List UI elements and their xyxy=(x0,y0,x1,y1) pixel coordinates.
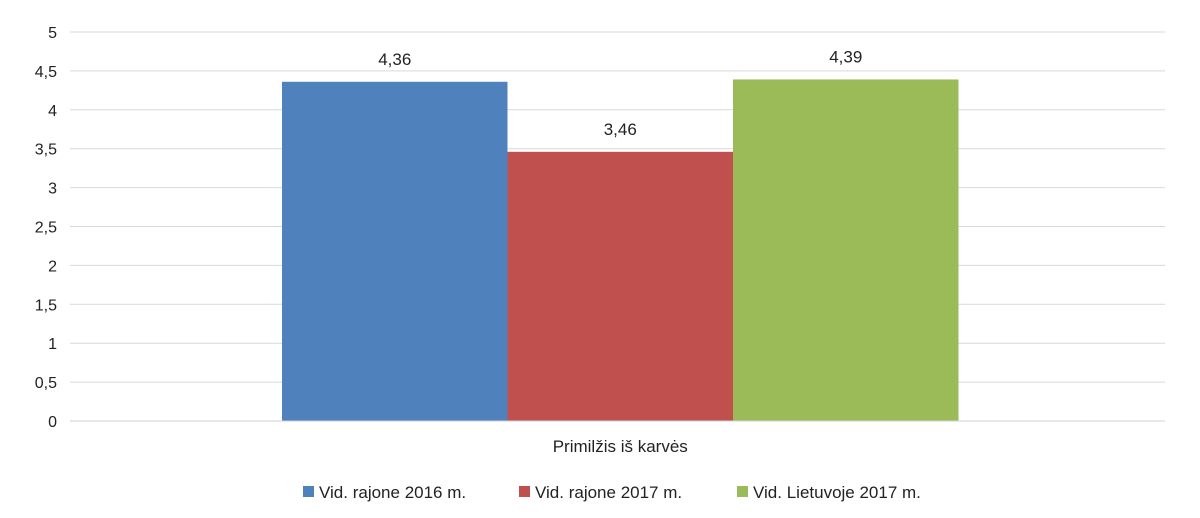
y-tick-label: 2 xyxy=(48,258,57,275)
legend-swatch-3 xyxy=(737,486,748,497)
legend-label-3: Vid. Lietuvoje 2017 m. xyxy=(753,483,921,502)
data-label-3: 4,39 xyxy=(829,47,862,66)
legend-label-1: Vid. rajone 2016 m. xyxy=(319,483,466,502)
legend-swatch-1 xyxy=(303,486,314,497)
data-label-1: 4,36 xyxy=(378,50,411,69)
y-tick-label: 4 xyxy=(48,103,57,120)
y-tick-label: 3 xyxy=(48,181,57,198)
bar-2 xyxy=(507,151,733,421)
y-tick-label: 3,5 xyxy=(35,142,57,159)
legend-swatch-2 xyxy=(519,486,530,497)
y-tick-label: 0,5 xyxy=(35,375,57,392)
category-label: Primilžis iš karvės xyxy=(553,437,688,456)
bars xyxy=(282,79,959,422)
y-tick-label: 2,5 xyxy=(35,220,57,237)
y-tick-label: 0 xyxy=(48,414,57,431)
y-axis-ticks: 0 0,5 1 1,5 2 2,5 3 3,5 4 4,5 5 xyxy=(35,25,57,431)
legend-label-2: Vid. rajone 2017 m. xyxy=(535,483,682,502)
y-tick-label: 1 xyxy=(48,336,57,353)
legend: Vid. rajone 2016 m. Vid. rajone 2017 m. Vi… xyxy=(303,483,921,502)
data-label-2: 3,46 xyxy=(604,120,637,139)
data-labels: 4,36 3,46 4,39 xyxy=(378,47,862,138)
bar-3 xyxy=(733,79,959,421)
y-tick-label: 1,5 xyxy=(35,297,57,314)
y-tick-label: 5 xyxy=(48,25,57,42)
bar-1 xyxy=(282,81,508,422)
y-tick-label: 4,5 xyxy=(35,64,57,81)
